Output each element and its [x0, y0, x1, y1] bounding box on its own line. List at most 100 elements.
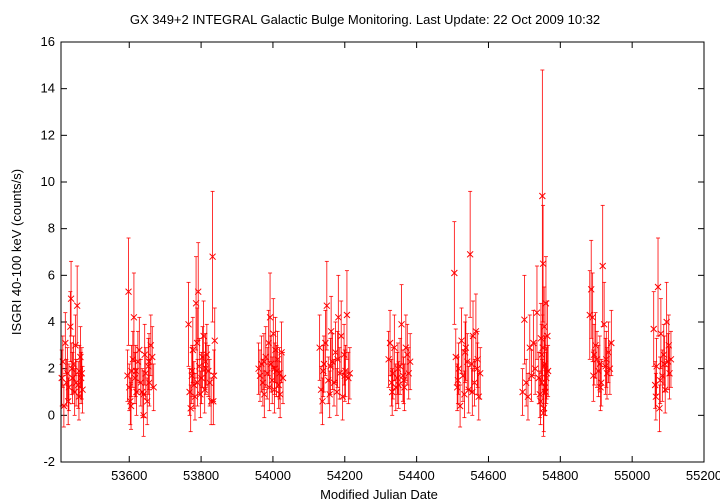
data-point	[592, 312, 599, 379]
data-point	[194, 358, 201, 407]
data-point	[194, 242, 202, 342]
point-marker	[77, 374, 85, 382]
data-point	[593, 330, 601, 388]
data-point	[67, 260, 75, 337]
data-point	[602, 330, 610, 388]
point-marker	[260, 358, 268, 366]
y-tick-label: 14	[41, 81, 55, 96]
point-marker	[402, 344, 410, 352]
data-point	[209, 377, 217, 426]
point-marker	[150, 383, 158, 391]
point-marker	[259, 379, 267, 387]
data-point	[77, 351, 85, 405]
data-point	[343, 270, 351, 360]
point-marker	[340, 351, 348, 359]
data-point	[468, 368, 476, 416]
point-marker	[198, 374, 205, 382]
data-point	[590, 349, 597, 402]
point-marker	[653, 362, 660, 370]
y-tick-label: 8	[48, 221, 55, 236]
data-point	[533, 265, 541, 360]
data-point	[653, 337, 660, 395]
point-marker	[544, 332, 551, 340]
data-point	[316, 314, 323, 381]
data-point	[400, 356, 408, 405]
point-marker	[187, 404, 195, 412]
x-tick-label: 54400	[399, 468, 435, 483]
point-marker	[521, 316, 528, 324]
point-marker	[398, 320, 405, 328]
point-marker	[61, 339, 69, 347]
point-marker	[148, 353, 156, 361]
data-point	[540, 286, 548, 367]
data-point	[656, 384, 663, 433]
y-tick-label: 6	[48, 267, 55, 282]
point-marker	[204, 367, 212, 375]
point-marker	[476, 369, 484, 377]
point-marker	[73, 302, 81, 310]
point-marker	[587, 285, 595, 293]
data-point	[385, 330, 392, 388]
point-marker	[406, 358, 414, 366]
x-axis-ticks: 53600 53800 54000 54200 54400 54600 54800 55000…	[111, 42, 720, 483]
point-marker	[539, 260, 547, 268]
point-marker	[266, 313, 274, 321]
point-marker	[341, 372, 349, 380]
point-marker	[650, 325, 658, 333]
point-marker	[260, 390, 268, 398]
point-marker	[388, 388, 396, 396]
y-tick-label: 16	[41, 34, 55, 49]
point-marker	[661, 360, 668, 368]
point-marker	[334, 355, 341, 363]
point-marker	[255, 365, 262, 373]
point-marker	[206, 379, 214, 387]
data-point	[255, 342, 262, 395]
data-point	[150, 363, 158, 412]
point-marker	[474, 355, 482, 363]
point-marker	[455, 365, 463, 373]
point-marker	[65, 383, 73, 391]
point-marker	[276, 390, 284, 398]
point-marker	[145, 358, 153, 366]
point-marker	[72, 341, 79, 349]
point-marker	[345, 374, 352, 382]
point-marker	[656, 404, 663, 412]
point-marker	[68, 365, 76, 373]
point-marker	[538, 351, 545, 359]
x-tick-label: 54800	[542, 468, 578, 483]
point-marker	[199, 353, 206, 361]
point-marker	[265, 339, 272, 347]
point-marker	[468, 388, 476, 396]
point-marker	[540, 323, 548, 331]
data-point	[276, 370, 284, 419]
point-marker	[533, 309, 541, 317]
point-marker	[130, 313, 138, 321]
data-point	[72, 314, 79, 377]
point-marker	[391, 344, 398, 352]
data-points	[58, 69, 675, 437]
x-tick-label: 54600	[470, 468, 506, 483]
point-marker	[606, 365, 614, 373]
point-marker	[79, 386, 86, 394]
x-tick-label: 53800	[183, 468, 219, 483]
data-point	[531, 342, 539, 395]
data-point	[127, 382, 135, 430]
data-point	[652, 372, 660, 421]
point-marker	[519, 388, 526, 396]
data-point	[202, 333, 209, 391]
data-point	[587, 239, 595, 339]
data-point	[394, 342, 402, 395]
point-marker	[589, 313, 596, 321]
point-marker	[652, 393, 660, 401]
x-tick-label: 55000	[614, 468, 650, 483]
point-marker	[393, 374, 401, 382]
data-point	[279, 351, 287, 405]
data-point	[266, 272, 274, 363]
point-marker	[590, 351, 598, 359]
point-marker	[319, 367, 327, 375]
x-axis-label: Modified Julian Date	[320, 487, 438, 502]
point-marker	[194, 288, 202, 296]
data-point	[323, 260, 331, 351]
point-marker	[537, 397, 544, 405]
